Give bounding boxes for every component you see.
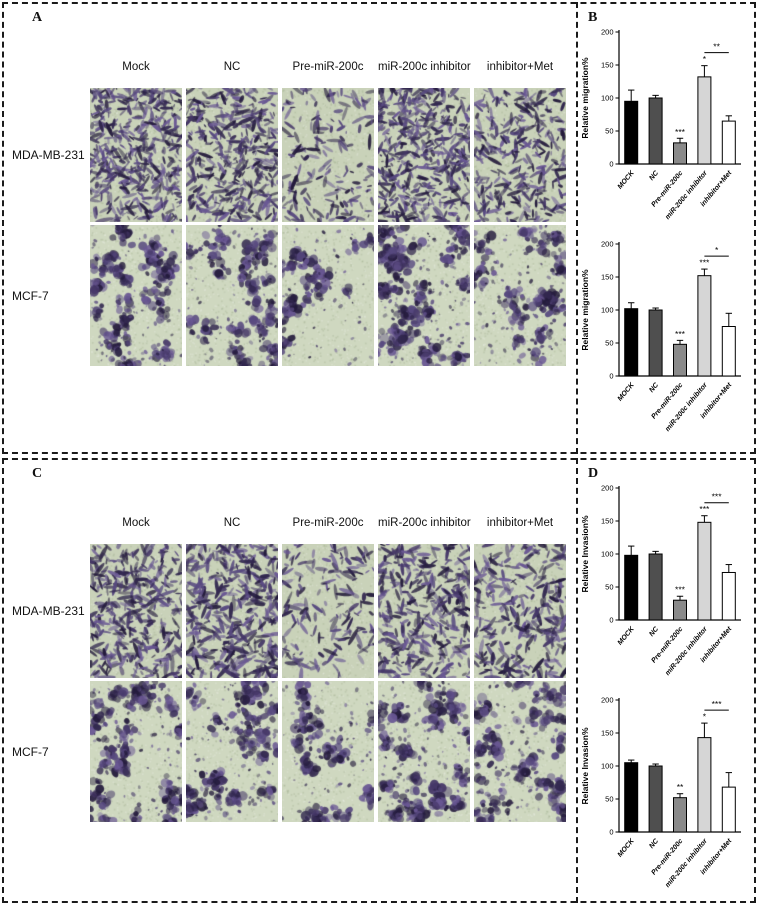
micrograph-mda-mb-231-col0 (90, 88, 182, 222)
micrograph-mcf-7-col0 (90, 225, 182, 366)
micrograph-mcf-7-col1 (186, 681, 278, 822)
row-label-mcf-7: MCF-7 (12, 744, 49, 759)
micrograph-mcf-7-col2 (282, 225, 374, 366)
panel-label-d: D (588, 466, 599, 481)
svg-text:200: 200 (601, 696, 614, 705)
svg-text:150: 150 (601, 273, 614, 282)
svg-text:100: 100 (601, 94, 614, 103)
micrograph-row-mda-mb-231 (4, 544, 574, 678)
column-header-nc: NC (223, 517, 241, 529)
column-header-nc: NC (223, 61, 241, 73)
micrograph-mda-mb-231-col4 (474, 88, 566, 222)
svg-text:200: 200 (601, 484, 614, 493)
svg-text:0: 0 (609, 828, 613, 837)
panel-label-c: C (32, 466, 43, 481)
micrograph-mcf-7-col1 (186, 225, 278, 366)
svg-text:***: *** (675, 585, 686, 595)
micrograph-mcf-7-col2 (282, 681, 374, 822)
svg-text:**: ** (677, 782, 684, 792)
svg-text:50: 50 (605, 127, 613, 136)
svg-text:miR-200c inhibitor: miR-200c inhibitor (664, 381, 709, 433)
svg-text:MOCK: MOCK (617, 169, 637, 191)
svg-text:150: 150 (601, 517, 614, 526)
svg-text:100: 100 (601, 550, 614, 559)
micrograph-mda-mb-231-col1 (186, 88, 278, 222)
chart-column-divider (576, 2, 578, 454)
svg-text:150: 150 (601, 729, 614, 738)
panel-label-a: A (32, 10, 43, 25)
row-label-mcf-7: MCF-7 (12, 288, 49, 303)
row-label-mda-mb-231: MDA-MB-231 (12, 148, 85, 162)
svg-text:miR-200c inhibitor: miR-200c inhibitor (664, 837, 709, 889)
svg-text:50: 50 (605, 795, 613, 804)
micrograph-mda-mb-231-col4 (474, 544, 566, 678)
row-label-mda-mb-231: MDA-MB-231 (12, 604, 85, 618)
micrograph-mda-mb-231-col2 (282, 88, 374, 222)
svg-text:*: * (715, 245, 719, 255)
svg-text:0: 0 (609, 160, 613, 169)
svg-text:miR-200c inhibitor: miR-200c inhibitor (664, 169, 709, 221)
column-header-mock: Mock (122, 61, 150, 73)
micrograph-row-mcf-7 (4, 681, 574, 822)
svg-text:150: 150 (601, 61, 614, 70)
column-header-inhibitor-met: inhibitor+Met (486, 517, 554, 529)
column-header-mir-200c-inhibitor: miR-200c inhibitor (378, 61, 471, 73)
svg-text:***: *** (699, 504, 710, 514)
svg-text:100: 100 (601, 306, 614, 315)
svg-text:NC: NC (648, 169, 660, 182)
svg-text:MOCK: MOCK (617, 837, 637, 859)
micrograph-mda-mb-231-col3 (378, 88, 470, 222)
section-invasion-assay: C D Mock NC Pre-miR-200c miR-200c inhibi… (2, 458, 756, 903)
svg-text:***: *** (712, 699, 723, 709)
svg-text:***: *** (699, 258, 710, 268)
svg-text:*: * (703, 712, 707, 722)
column-header-pre-mir-200c: Pre-miR-200c (292, 61, 364, 73)
svg-text:Relative migration%: Relative migration% (580, 57, 590, 139)
micrograph-mcf-7-col0 (90, 681, 182, 822)
micrograph-mcf-7-col4 (474, 225, 566, 366)
section-migration-assay: A B Mock NC Pre-miR-200c miR-200c inhibi… (2, 2, 756, 454)
svg-text:***: *** (675, 127, 686, 137)
micrograph-row-mda-mb-231 (4, 88, 574, 222)
svg-text:NC: NC (648, 837, 660, 850)
column-header-mir-200c-inhibitor: miR-200c inhibitor (378, 517, 471, 529)
svg-text:Relative Invasion%: Relative Invasion% (580, 515, 590, 592)
svg-text:Relative migration%: Relative migration% (580, 269, 590, 351)
svg-text:0: 0 (609, 372, 613, 381)
svg-text:200: 200 (601, 240, 614, 249)
svg-text:***: *** (712, 492, 723, 502)
micrograph-mcf-7-col3 (378, 681, 470, 822)
svg-text:50: 50 (605, 339, 613, 348)
chart-column-divider (576, 458, 578, 903)
svg-text:0: 0 (609, 616, 613, 625)
svg-text:50: 50 (605, 583, 613, 592)
micrograph-row-mcf-7 (4, 225, 574, 366)
micrograph-mcf-7-col4 (474, 681, 566, 822)
micrograph-mda-mb-231-col1 (186, 544, 278, 678)
svg-text:Relative Invasion%: Relative Invasion% (580, 727, 590, 804)
micrograph-mcf-7-col3 (378, 225, 470, 366)
column-header-mock: Mock (122, 517, 150, 529)
svg-text:miR-200c inhibitor: miR-200c inhibitor (664, 625, 709, 677)
svg-text:NC: NC (648, 625, 660, 638)
svg-text:MOCK: MOCK (617, 625, 637, 647)
svg-text:100: 100 (601, 762, 614, 771)
column-header-pre-mir-200c: Pre-miR-200c (292, 517, 364, 529)
svg-text:200: 200 (601, 28, 614, 37)
micrograph-mda-mb-231-col2 (282, 544, 374, 678)
column-header-inhibitor-met: inhibitor+Met (486, 61, 554, 73)
svg-text:***: *** (675, 329, 686, 339)
svg-text:**: ** (713, 42, 720, 52)
svg-text:*: * (703, 54, 707, 64)
svg-text:NC: NC (648, 381, 660, 394)
panel-label-b: B (588, 10, 598, 25)
micrograph-mda-mb-231-col3 (378, 544, 470, 678)
micrograph-mda-mb-231-col0 (90, 544, 182, 678)
svg-text:MOCK: MOCK (617, 381, 637, 403)
